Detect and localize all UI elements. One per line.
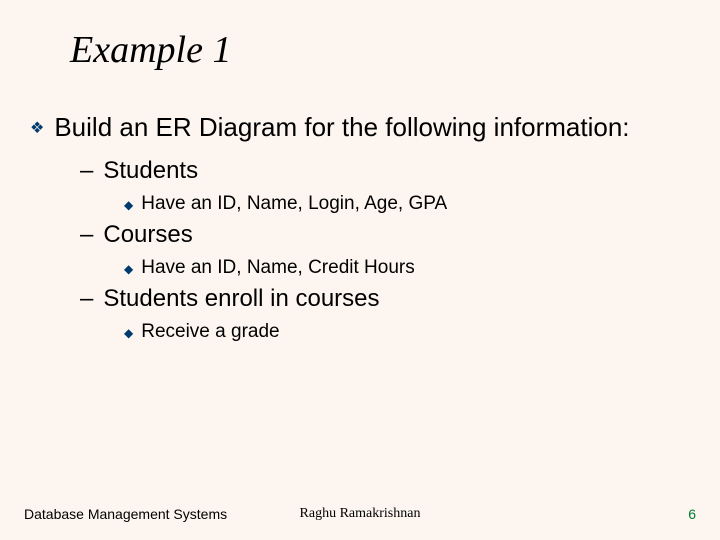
l2-label: Courses (103, 221, 192, 249)
l2-label: Students enroll in courses (103, 285, 379, 313)
dash-icon: – (80, 157, 93, 185)
small-diamond-icon: ◆ (124, 198, 133, 212)
l3-text: Receive a grade (141, 321, 279, 343)
bullet-level-3: ◆ Have an ID, Name, Credit Hours (124, 257, 700, 279)
bullet-main-text: Build an ER Diagram for the following in… (54, 112, 629, 143)
footer: Database Management Systems Raghu Ramakr… (0, 506, 720, 522)
l3-text: Have an ID, Name, Credit Hours (141, 257, 415, 279)
bullet-level-2: – Courses (80, 221, 700, 249)
small-diamond-icon: ◆ (124, 262, 133, 276)
bullet-level-2: – Students (80, 157, 700, 185)
l3-text: Have an ID, Name, Login, Age, GPA (141, 193, 447, 215)
bullet-level-1: ❖ Build an ER Diagram for the following … (30, 112, 700, 143)
slide-title: Example 1 (70, 28, 700, 72)
page-number: 6 (688, 506, 696, 522)
bullet-level-3: ◆ Receive a grade (124, 321, 700, 343)
slide: Example 1 ❖ Build an ER Diagram for the … (0, 0, 720, 540)
dash-icon: – (80, 221, 93, 249)
dash-icon: – (80, 285, 93, 313)
small-diamond-icon: ◆ (124, 326, 133, 340)
bullet-level-2: – Students enroll in courses (80, 285, 700, 313)
footer-center: Raghu Ramakrishnan (300, 506, 421, 522)
bullet-level-3: ◆ Have an ID, Name, Login, Age, GPA (124, 193, 700, 215)
l2-label: Students (103, 157, 198, 185)
footer-left: Database Management Systems (24, 506, 227, 522)
diamond-bullet-icon: ❖ (30, 118, 44, 138)
